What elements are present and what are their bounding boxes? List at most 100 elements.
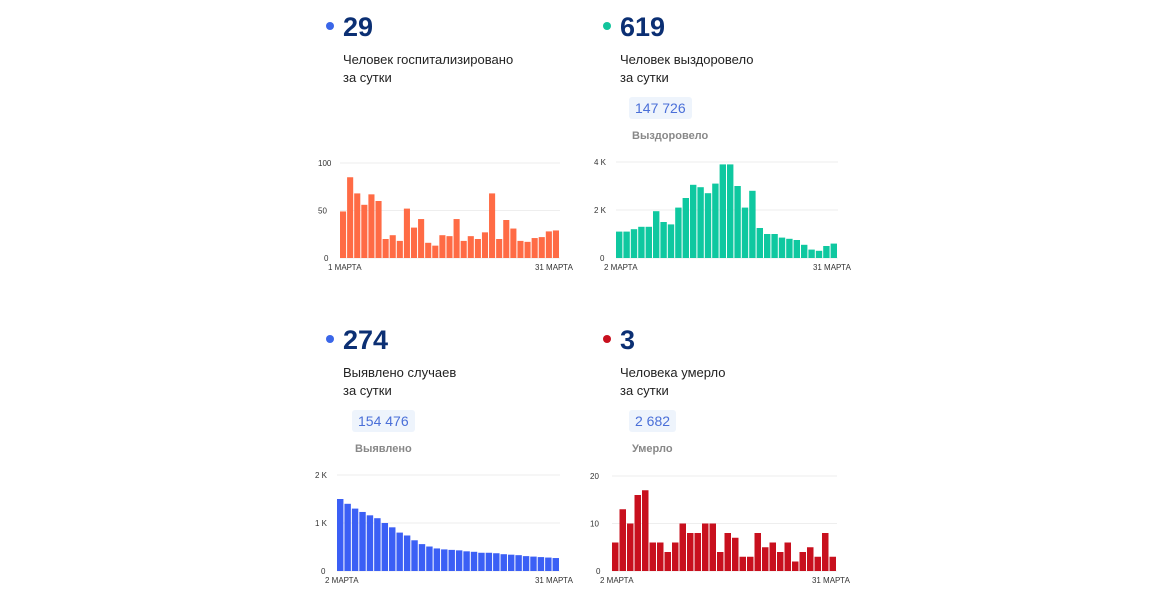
bar: [638, 226, 645, 258]
bar: [769, 542, 776, 571]
bar: [433, 548, 441, 571]
bar: [784, 542, 791, 571]
bar: [441, 549, 448, 571]
bar: [653, 211, 660, 258]
bar: [538, 237, 545, 258]
chart-deaths: 0 10 20 2 МАРТА 31 МАРТА: [590, 472, 851, 585]
total-badge: 2 682: [629, 410, 677, 432]
bar: [645, 226, 652, 258]
bar: [793, 240, 800, 258]
card-number: 29: [343, 12, 374, 42]
bar: [344, 503, 351, 571]
y-tick-label: 2 K: [315, 471, 328, 480]
y-tick-label: 0: [596, 567, 601, 576]
bar: [389, 235, 396, 258]
chart-recovered: 0 2 K 4 K 2 МАРТА 31 МАРТА: [594, 158, 852, 272]
bar: [446, 236, 453, 258]
bar: [522, 556, 530, 571]
bar: [815, 250, 823, 258]
bar: [503, 220, 510, 258]
bar: [616, 231, 623, 258]
bar: [679, 523, 686, 571]
y-tick-label: 0: [321, 567, 326, 576]
y-tick-label: 10: [590, 520, 599, 529]
bar: [515, 555, 522, 571]
bar: [630, 229, 638, 258]
total-label: Выздоровело: [632, 130, 709, 142]
chart-hospitalized: 0 50 100 1 МАРТА 31 МАРТА: [318, 159, 574, 272]
bar: [675, 207, 682, 258]
bar: [396, 532, 403, 571]
x-start-label: 2 МАРТА: [600, 576, 634, 585]
bar: [823, 246, 830, 258]
bar: [764, 234, 771, 258]
bar: [724, 533, 731, 571]
bar: [799, 552, 806, 571]
bar: [418, 544, 426, 571]
bar: [697, 187, 704, 258]
bar: [448, 549, 455, 571]
y-tick-label: 1 K: [315, 519, 328, 528]
bar: [368, 194, 375, 258]
bar: [734, 186, 741, 258]
dot-icon: [326, 22, 334, 30]
bar: [531, 238, 538, 258]
bar: [530, 556, 537, 571]
dot-icon: [326, 335, 334, 343]
bar: [830, 243, 837, 258]
bar: [627, 523, 634, 571]
bar: [754, 533, 761, 571]
bar: [439, 235, 446, 258]
x-start-label: 2 МАРТА: [325, 576, 359, 585]
bar: [664, 552, 671, 571]
card-label: Человек госпитализировано за сутки: [343, 52, 514, 85]
bar: [478, 552, 485, 571]
bar: [507, 554, 515, 571]
y-tick-label: 50: [318, 207, 327, 216]
bar: [712, 183, 719, 258]
x-start-label: 2 МАРТА: [604, 263, 638, 272]
bar: [455, 550, 463, 571]
dot-icon: [603, 22, 611, 30]
bar: [762, 547, 769, 571]
bar: [786, 238, 793, 258]
y-tick-label: 0: [600, 254, 605, 263]
card-number: 619: [620, 12, 666, 42]
bar: [347, 177, 354, 258]
bar: [524, 241, 531, 258]
bar: [808, 249, 815, 258]
total-label: Умерло: [632, 443, 673, 455]
bar: [747, 556, 754, 571]
bar: [460, 240, 467, 258]
bar: [389, 527, 396, 571]
bar: [500, 554, 507, 571]
card-number: 3: [620, 325, 636, 355]
bar: [453, 219, 460, 258]
bar: [719, 164, 726, 258]
bar: [623, 231, 630, 258]
bar: [489, 193, 496, 258]
x-end-label: 31 МАРТА: [812, 576, 851, 585]
bar: [375, 201, 382, 258]
bar: [667, 224, 675, 258]
bar: [545, 557, 552, 571]
card-cases: 274 Выявлено случаев за сутки 154 476 Выя…: [315, 318, 596, 608]
bar: [694, 533, 701, 571]
bar: [517, 240, 524, 258]
bar: [470, 551, 478, 571]
bar: [778, 237, 786, 258]
bar: [359, 511, 366, 571]
bar: [425, 242, 432, 258]
bar: [481, 232, 489, 258]
bar: [354, 193, 361, 258]
total-label: Выявлено: [355, 443, 412, 455]
bar: [510, 228, 517, 258]
bar: [474, 239, 481, 258]
bar: [649, 542, 656, 571]
bar: [792, 561, 799, 571]
card-label: Человека умерло за сутки: [620, 365, 726, 398]
bar: [727, 164, 734, 258]
total-badge: 154 476: [352, 410, 415, 432]
bar: [822, 533, 829, 571]
bar: [351, 508, 359, 571]
